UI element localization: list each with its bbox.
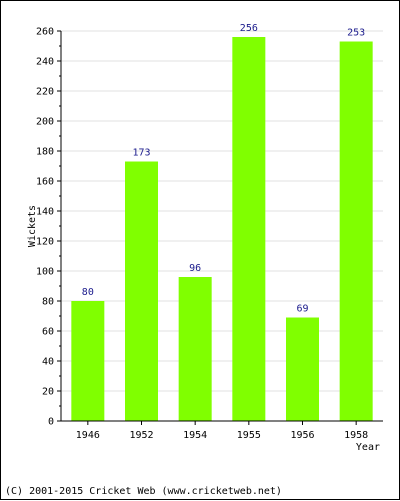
x-tick-label: 1958 [344, 430, 368, 441]
bar-1958 [339, 41, 373, 421]
data-label-1952: 173 [132, 148, 150, 159]
axes [57, 30, 383, 425]
x-tick-label: 1952 [129, 430, 153, 441]
bar-1956 [286, 317, 319, 421]
x-tick-label: 1956 [290, 430, 314, 441]
y-tick-label: 140 [36, 207, 54, 218]
x-tick-label: 1955 [237, 430, 261, 441]
x-axis-title: Year [356, 442, 380, 453]
grid-lines [61, 30, 383, 392]
data-label-1954: 96 [189, 263, 201, 274]
y-tick-label: 100 [36, 267, 54, 278]
data-labels: 80 173 96 256 69 253 [82, 23, 365, 315]
y-tick-label: 220 [36, 87, 54, 98]
y-tick-label: 40 [42, 357, 54, 368]
x-tick-label: 1946 [76, 430, 100, 441]
bar-1952 [125, 161, 158, 421]
plot-area [61, 31, 383, 421]
data-label-1958: 253 [347, 28, 365, 39]
y-tick-label: 80 [42, 297, 54, 308]
x-tick-label: 1954 [183, 430, 207, 441]
y-tick-label: 260 [36, 27, 54, 38]
data-label-1946: 80 [82, 287, 94, 298]
y-tick-label: 0 [48, 417, 54, 428]
data-label-1955: 256 [240, 23, 258, 34]
x-tick-labels: 1946 1952 1954 1955 1956 1958 [76, 430, 368, 441]
y-tick-label: 240 [36, 57, 54, 68]
copyright-footer: (C) 2001-2015 Cricket Web (www.cricketwe… [5, 486, 282, 497]
y-tick-label: 200 [36, 117, 54, 128]
y-tick-label: 180 [36, 147, 54, 158]
y-tick-labels: 0 20 40 60 80 100 120 140 160 180 200 220 240 260 [36, 27, 54, 428]
bar-1955 [232, 37, 266, 421]
bar-1954 [178, 277, 212, 421]
y-tick-label: 20 [42, 387, 54, 398]
bars [71, 37, 373, 421]
y-axis-title: Wickets [27, 205, 38, 247]
bar-1946 [71, 301, 105, 421]
y-tick-label: 120 [36, 237, 54, 248]
data-label-1956: 69 [296, 304, 308, 315]
y-tick-label: 60 [42, 327, 54, 338]
y-tick-label: 160 [36, 177, 54, 188]
